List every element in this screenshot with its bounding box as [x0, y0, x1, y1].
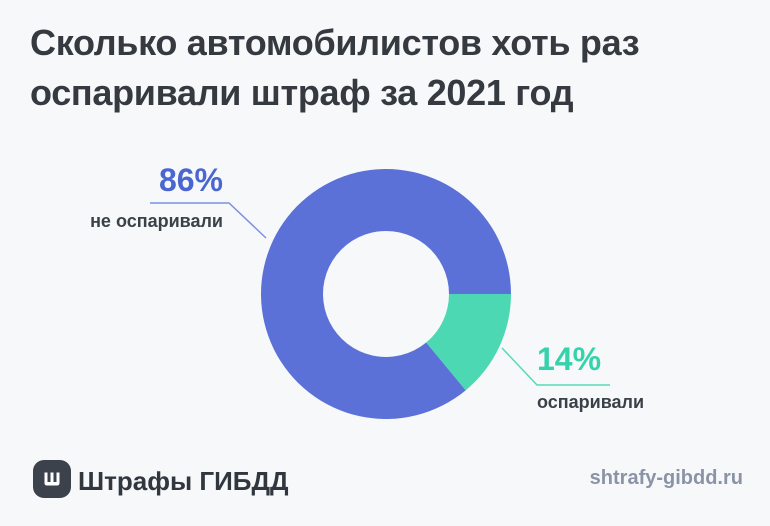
segment-caption-minor: оспаривали	[537, 392, 645, 412]
donut-segments	[261, 168, 511, 419]
site-url: shtrafy-gibdd.ru	[589, 467, 743, 489]
segment-value-minor: 14%	[537, 341, 602, 377]
sha-letter-icon	[44, 472, 60, 486]
segment-label-major: 86% не оспаривали	[90, 164, 223, 230]
donut-segment-86pct	[261, 168, 511, 419]
page-title: Сколько автомобилистов хоть раз оспарива…	[30, 18, 730, 118]
brand-logo	[33, 460, 71, 498]
brand-name: Штрафы ГИБДД	[78, 466, 289, 496]
title-line-2: оспаривали штраф за 2021 год	[30, 72, 574, 113]
segment-label-minor: 14% оспаривали	[537, 343, 644, 411]
title-line-1: Сколько автомобилистов хоть раз	[30, 22, 640, 63]
donut-segment-14pct	[426, 294, 511, 391]
segment-caption-major: не оспаривали	[90, 211, 223, 231]
segment-value-major: 86%	[158, 162, 223, 198]
